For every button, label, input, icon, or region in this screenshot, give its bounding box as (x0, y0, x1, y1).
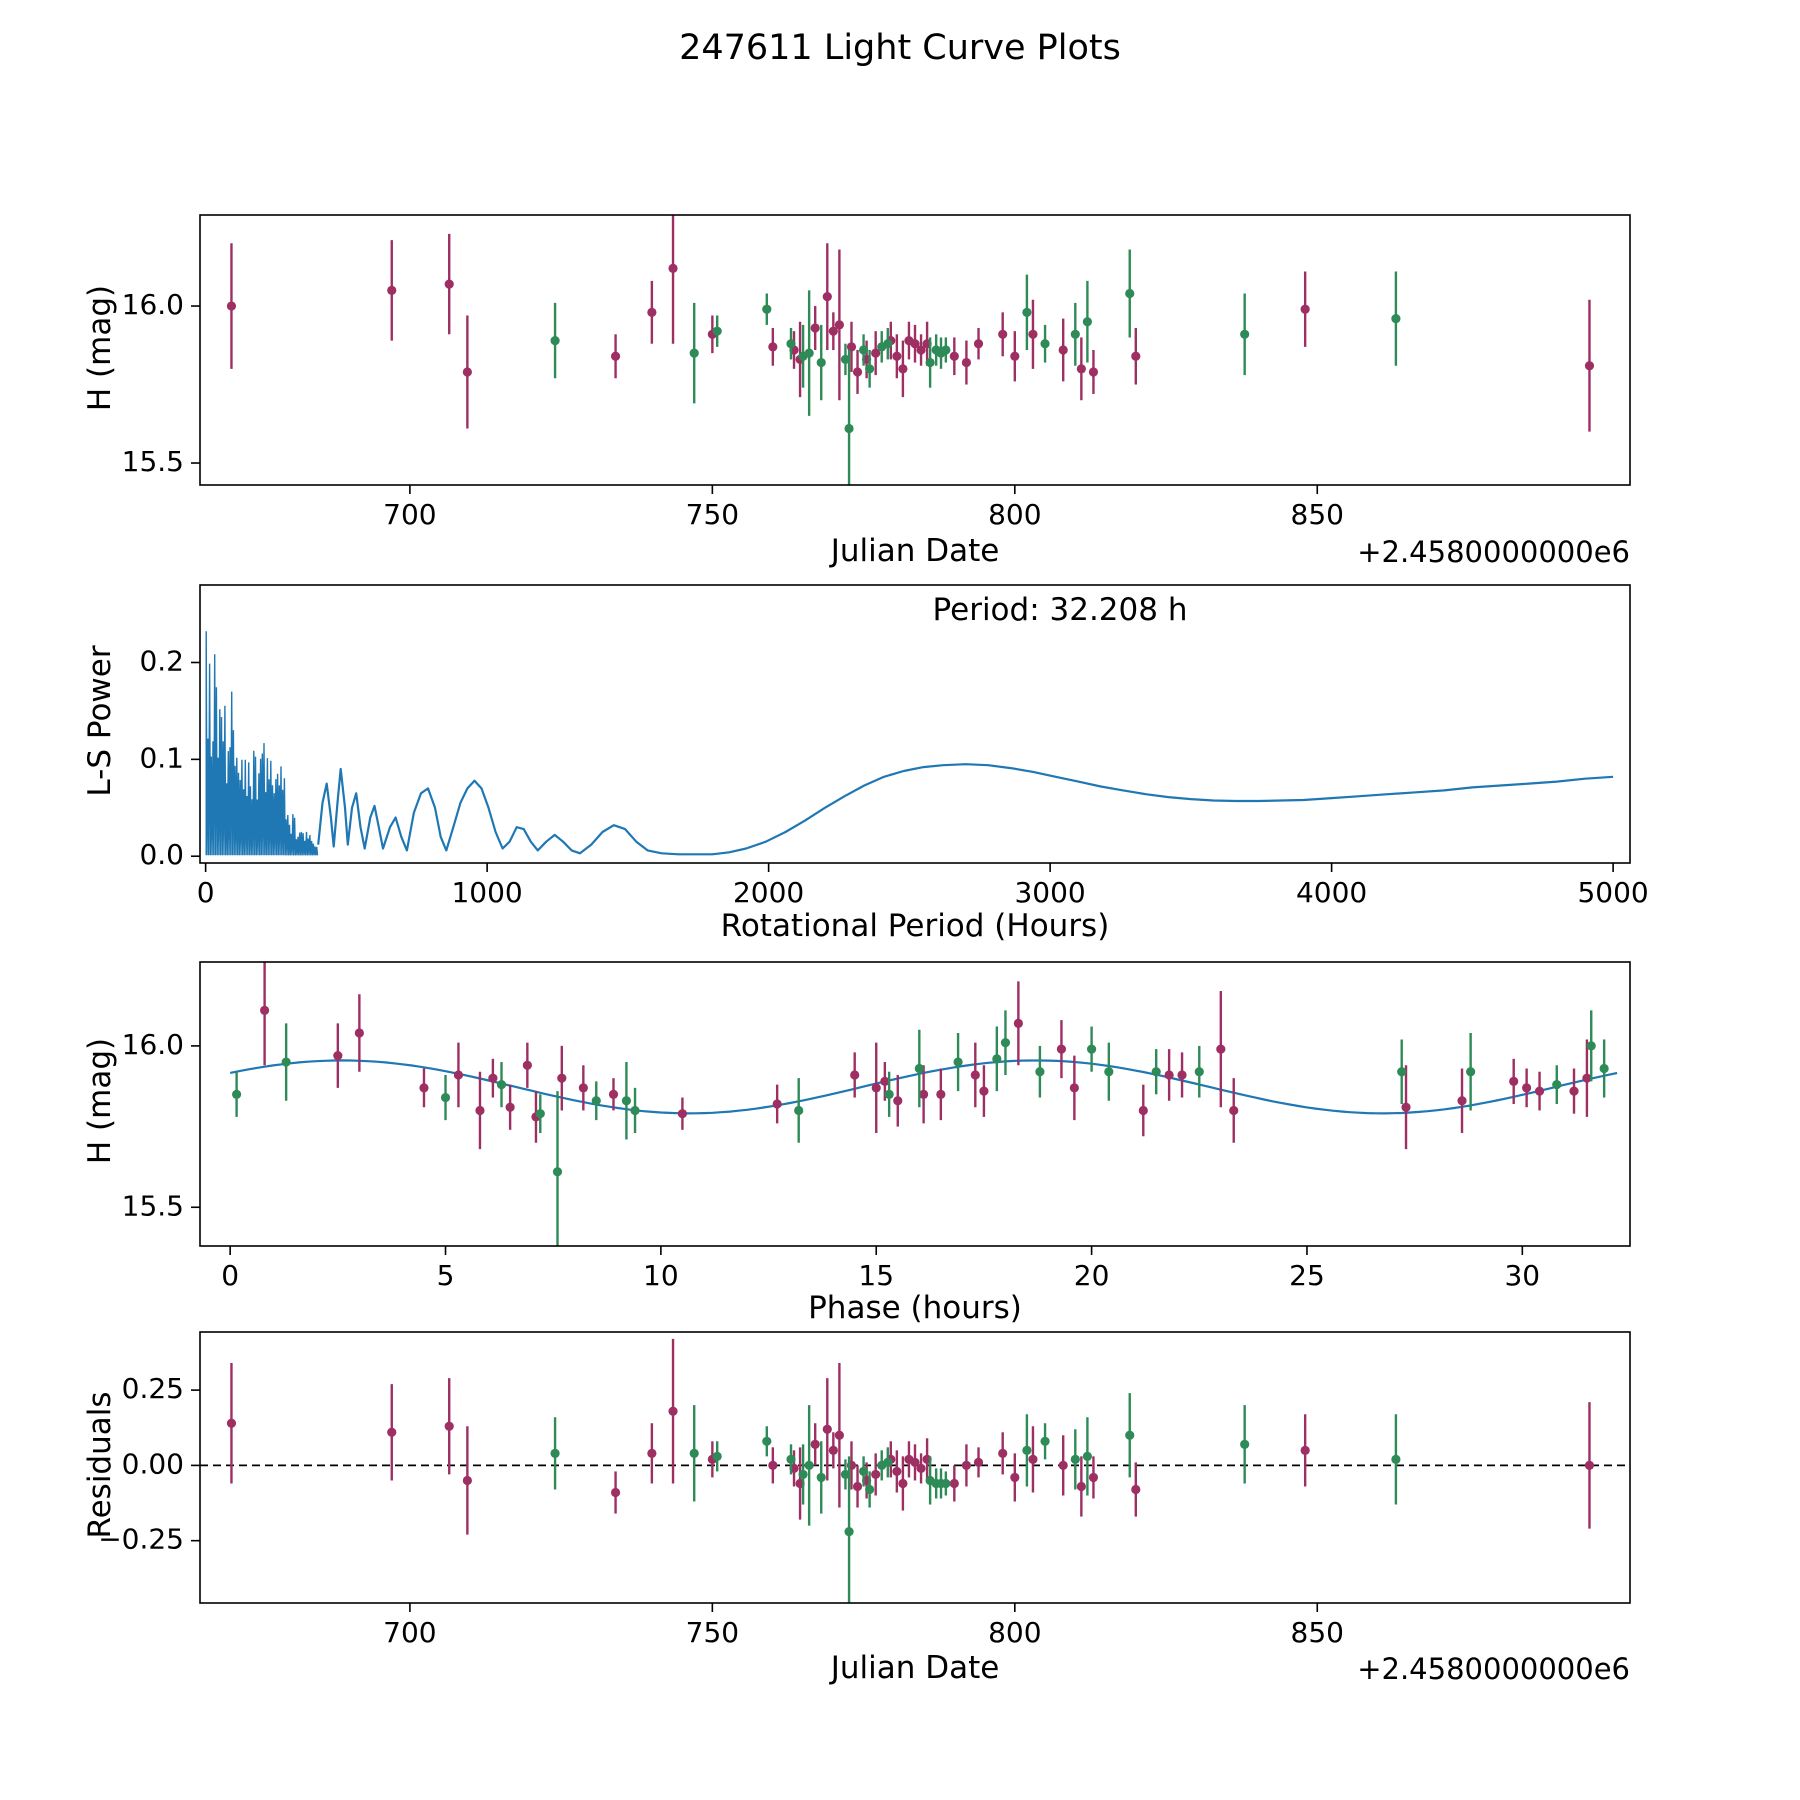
residuals-ticks: 700 750 800 850 −0.25 0.00 0.25 (98, 1372, 1344, 1649)
periodogram-frame (199, 584, 1631, 864)
periodogram-ytick-label: 0.1 (139, 741, 184, 774)
lightcurve-xtick-label: 800 (988, 498, 1041, 531)
phase-ytick-label: 16.0 (122, 1028, 184, 1061)
lightcurve-data (226, 215, 1595, 485)
periodogram-xtick-label: 4000 (1296, 876, 1367, 909)
panel4-offset-text: +2.4580000000e6 (1357, 1652, 1630, 1686)
period-annotation: Period: 32.208 h (932, 592, 1188, 628)
panel-residuals: 700 750 800 850 −0.25 0.00 0.25 (98, 1331, 1631, 1649)
phase-ticks: 0 5 10 15 20 25 30 15.5 16.0 (122, 1028, 1540, 1292)
lightcurve-dataset-green (550, 249, 1401, 485)
panel-periodogram: 0 1000 2000 3000 4000 5000 0.0 0.1 0.2 (139, 584, 1649, 909)
lightcurve-dataset-magenta (226, 215, 1595, 432)
panel-phase: 0 5 10 15 20 25 30 15.5 16.0 (122, 961, 1631, 1292)
periodogram-ytick-label: 0.0 (139, 838, 184, 871)
lightcurve-xtick-label: 700 (383, 498, 436, 531)
panel3-xlabel: Phase (hours) (808, 1290, 1022, 1326)
panel1-xlabel: Julian Date (830, 533, 1000, 569)
residuals-xtick-label: 800 (988, 1616, 1041, 1649)
lightcurve-ticks: 700 750 800 850 15.5 16.0 (122, 288, 1344, 531)
phase-ytick-label: 15.5 (122, 1189, 184, 1222)
lightcurve-xtick-label: 850 (1291, 498, 1344, 531)
periodogram-xtick-label: 1000 (451, 876, 522, 909)
panel1-offset-text: +2.4580000000e6 (1357, 535, 1630, 569)
residuals-data (200, 1338, 1630, 1603)
phase-xtick-label: 15 (858, 1259, 894, 1292)
periodogram-ytick-label: 0.2 (139, 644, 184, 677)
phase-xtick-label: 10 (643, 1259, 679, 1292)
phase-xtick-label: 0 (221, 1259, 239, 1292)
phase-dataset-magenta (260, 962, 1592, 1150)
phase-dataset-green (232, 1010, 1609, 1246)
figure-title: 247611 Light Curve Plots (679, 28, 1121, 68)
residuals-xtick-label: 850 (1291, 1616, 1344, 1649)
periodogram-ticks: 0 1000 2000 3000 4000 5000 0.0 0.1 0.2 (139, 644, 1648, 908)
lightcurve-ytick-label: 16.0 (122, 288, 184, 321)
residuals-ytick-label: 0.25 (122, 1372, 184, 1405)
phase-xtick-label: 25 (1289, 1259, 1325, 1292)
lightcurve-ytick-label: 15.5 (122, 445, 184, 478)
panel2-xlabel: Rotational Period (Hours) (720, 908, 1110, 944)
lightcurve-xtick-label: 750 (686, 498, 739, 531)
periodogram-xtick-label: 0 (197, 876, 215, 909)
residuals-xtick-label: 700 (383, 1616, 436, 1649)
residuals-xtick-label: 750 (686, 1616, 739, 1649)
residuals-ytick-label: 0.00 (122, 1447, 184, 1480)
residuals-dataset-magenta (226, 1338, 1595, 1535)
periodogram-xtick-label: 5000 (1577, 876, 1648, 909)
panel-lightcurve: 700 750 800 850 15.5 16.0 (122, 214, 1631, 531)
periodogram-xtick-label: 2000 (733, 876, 804, 909)
phase-frame (199, 961, 1631, 1247)
phase-xtick-label: 30 (1504, 1259, 1540, 1292)
panel4-xlabel: Julian Date (830, 1650, 1000, 1686)
lightcurve-frame (199, 214, 1631, 486)
residuals-frame (199, 1331, 1631, 1604)
periodogram-data (205, 631, 1614, 856)
phase-data (229, 962, 1618, 1246)
residuals-ytick-label: −0.25 (98, 1523, 184, 1556)
phase-xtick-label: 20 (1074, 1259, 1110, 1292)
phase-xtick-label: 5 (437, 1259, 455, 1292)
residuals-dataset-green (550, 1393, 1401, 1603)
periodogram-xtick-label: 3000 (1014, 876, 1085, 909)
